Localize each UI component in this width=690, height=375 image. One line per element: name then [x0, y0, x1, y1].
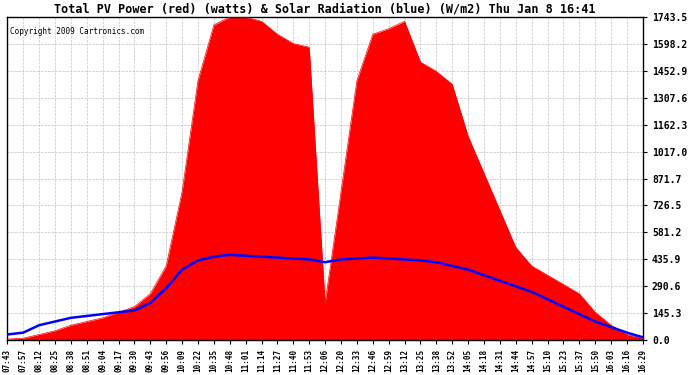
Text: Copyright 2009 Cartronics.com: Copyright 2009 Cartronics.com [10, 27, 145, 36]
Title: Total PV Power (red) (watts) & Solar Radiation (blue) (W/m2) Thu Jan 8 16:41: Total PV Power (red) (watts) & Solar Rad… [55, 3, 596, 16]
